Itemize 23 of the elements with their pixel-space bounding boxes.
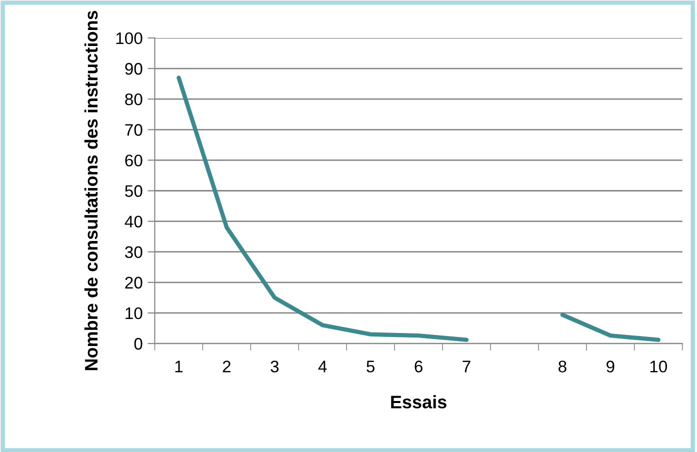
y-tick-label: 70 xyxy=(125,124,142,136)
y-tick-label: 30 xyxy=(125,246,142,258)
x-tick-label: 6 xyxy=(414,360,422,372)
y-tick-label: 10 xyxy=(126,307,142,320)
x-tick-label: 1 xyxy=(175,360,183,372)
y-tick-label: 90 xyxy=(125,62,142,75)
x-tick-label: 2 xyxy=(222,360,230,372)
x-tick-label: 8 xyxy=(558,360,566,372)
y-axis-title: Nombre de consultations des instructions xyxy=(84,10,98,370)
x-tick-label: 7 xyxy=(462,360,470,372)
y-tick-label: 60 xyxy=(125,154,142,166)
y-tick-label: 80 xyxy=(125,93,142,106)
x-tick-label: 9 xyxy=(606,360,614,372)
y-tick-label: 40 xyxy=(124,216,142,228)
x-tick-label: 10 xyxy=(650,360,667,372)
x-tick-label: 5 xyxy=(366,360,375,372)
x-tick-label: 3 xyxy=(270,360,279,372)
y-tick-label: 20 xyxy=(125,276,142,289)
x-tick-label: 4 xyxy=(318,360,327,372)
y-tick-label: 100 xyxy=(116,32,142,44)
x-axis-title: Essais xyxy=(391,395,446,408)
y-tick-label: 50 xyxy=(125,185,142,197)
y-tick-label: 0 xyxy=(134,338,142,350)
